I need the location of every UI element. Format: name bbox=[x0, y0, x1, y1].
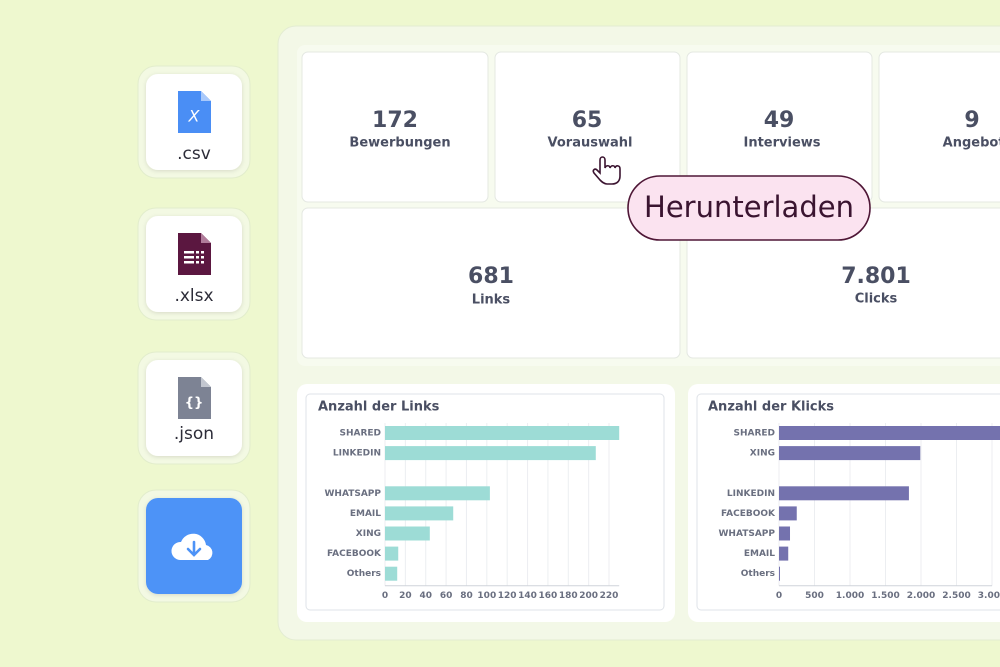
file-label: .xlsx bbox=[174, 286, 213, 306]
bar bbox=[779, 506, 797, 521]
xlsx-grid bbox=[184, 251, 204, 264]
bar bbox=[779, 546, 789, 561]
x-tick-label: 180 bbox=[559, 591, 578, 601]
x-tick-label: 220 bbox=[600, 591, 619, 601]
category-label: Others bbox=[347, 569, 381, 579]
stat-card bbox=[494, 51, 681, 203]
bar bbox=[385, 426, 620, 440]
stat-label: Bewerbungen bbox=[349, 136, 450, 151]
csv-icon-text: X bbox=[188, 107, 201, 126]
category-label: SHARED bbox=[339, 429, 381, 439]
file-label: .csv bbox=[177, 144, 211, 164]
bar bbox=[385, 526, 430, 541]
file-buttons: X .csv .xlsx {} .json bbox=[137, 65, 251, 603]
file-label: .json bbox=[174, 424, 214, 444]
stat-label: Interviews bbox=[743, 136, 820, 151]
bar bbox=[385, 546, 399, 561]
x-tick-label: 160 bbox=[539, 591, 558, 601]
category-label: WHATSAPP bbox=[718, 529, 775, 539]
stat-value: 172 bbox=[372, 108, 418, 133]
chart-frame bbox=[696, 393, 1000, 611]
bar bbox=[385, 506, 454, 521]
category-label: FACEBOOK bbox=[327, 549, 382, 559]
icon-fold bbox=[201, 233, 211, 243]
stat-value: 49 bbox=[764, 108, 795, 133]
x-tick-label: 0 bbox=[776, 591, 782, 601]
x-tick-label: 140 bbox=[518, 591, 537, 601]
stat-card bbox=[301, 51, 489, 203]
bar bbox=[779, 486, 909, 501]
category-label: Others bbox=[741, 569, 775, 579]
chart-title: Anzahl der Klicks bbox=[708, 400, 834, 415]
hand-cursor bbox=[592, 156, 621, 185]
charts: Anzahl der Links 0 20 40 60 80 100 120 140 160 180… bbox=[318, 400, 1000, 601]
stat-cards bbox=[301, 51, 1000, 359]
bar bbox=[385, 486, 490, 501]
stat-label: Links bbox=[472, 293, 511, 308]
stat-card bbox=[878, 51, 1000, 203]
x-tick-label: 120 bbox=[498, 591, 517, 601]
category-label: FACEBOOK bbox=[721, 509, 776, 519]
bar bbox=[385, 566, 398, 581]
stat-value: 7.801 bbox=[841, 264, 911, 289]
bar bbox=[779, 566, 780, 581]
x-tick-label: 1.000 bbox=[836, 591, 864, 601]
json-icon-text: {} bbox=[185, 396, 204, 411]
x-tick-label: 500 bbox=[805, 591, 824, 601]
icon-fold bbox=[201, 91, 211, 101]
json-icon bbox=[178, 377, 211, 419]
cloud-icon bbox=[171, 533, 213, 560]
tooltip-text: Herunterladen bbox=[644, 190, 854, 224]
x-tick-label: 200 bbox=[579, 591, 598, 601]
stat-value: 681 bbox=[468, 264, 514, 289]
category-label: EMAIL bbox=[744, 549, 775, 559]
download-arrow bbox=[186, 540, 202, 557]
category-label: WHATSAPP bbox=[324, 489, 381, 499]
x-tick-label: 40 bbox=[419, 591, 432, 601]
stat-card bbox=[301, 207, 681, 359]
stat-card bbox=[686, 207, 1000, 359]
x-tick-label: 80 bbox=[460, 591, 473, 601]
csv-icon bbox=[178, 91, 211, 133]
stat-value: 65 bbox=[572, 108, 603, 133]
icon-fold bbox=[201, 377, 211, 387]
bar bbox=[385, 446, 596, 461]
stat-label: Vorauswahl bbox=[548, 136, 633, 151]
stat-label: Angebote bbox=[943, 136, 1000, 151]
x-tick-label: 60 bbox=[440, 591, 453, 601]
category-label: SHARED bbox=[733, 429, 775, 439]
bar bbox=[779, 446, 921, 461]
category-label: EMAIL bbox=[350, 509, 381, 519]
bar bbox=[779, 426, 1000, 440]
stat-value: 9 bbox=[964, 108, 979, 133]
x-tick-label: 1.500 bbox=[871, 591, 899, 601]
stat-label: Clicks bbox=[855, 292, 898, 307]
x-tick-label: 3.000 bbox=[978, 591, 1000, 601]
x-tick-label: 20 bbox=[399, 591, 412, 601]
category-label: XING bbox=[750, 449, 775, 459]
x-tick-label: 2.500 bbox=[942, 591, 970, 601]
download-tooltip[interactable] bbox=[627, 175, 871, 241]
x-tick-label: 100 bbox=[477, 591, 496, 601]
x-tick-label: 2.000 bbox=[907, 591, 935, 601]
category-label: XING bbox=[356, 529, 381, 539]
x-tick-label: 0 bbox=[382, 591, 388, 601]
category-label: LINKEDIN bbox=[727, 489, 775, 499]
chart-title: Anzahl der Links bbox=[318, 400, 440, 415]
category-label: LINKEDIN bbox=[333, 449, 381, 459]
xlsx-icon bbox=[178, 233, 211, 275]
bar bbox=[779, 526, 791, 541]
